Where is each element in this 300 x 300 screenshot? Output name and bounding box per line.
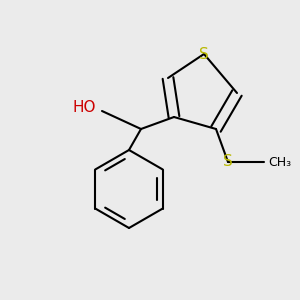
Text: CH₃: CH₃ <box>268 155 292 169</box>
Text: HO: HO <box>73 100 96 116</box>
Text: S: S <box>199 46 209 62</box>
Text: S: S <box>223 154 233 169</box>
